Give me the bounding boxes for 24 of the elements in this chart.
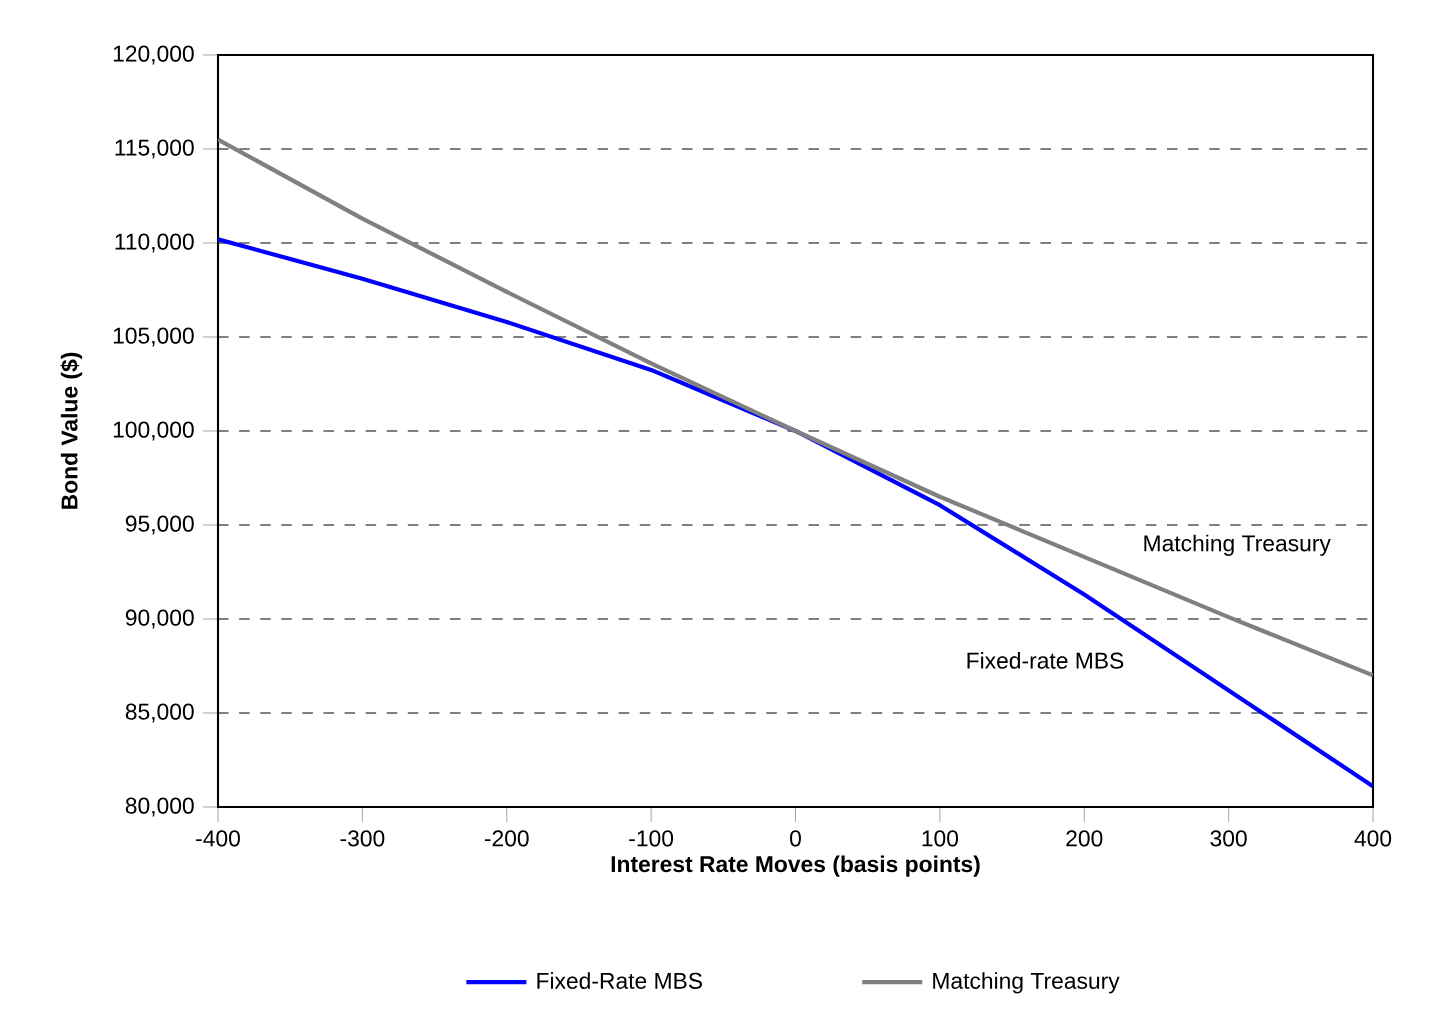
x-tick-label: -200 xyxy=(484,830,529,847)
x-tick-label: 300 xyxy=(1210,830,1247,847)
legend-label: Fixed-Rate MBS xyxy=(537,972,702,989)
y-tick-label: 85,000 xyxy=(125,703,194,723)
x-tick-label: 200 xyxy=(1066,830,1103,847)
y-tick-label: 115,000 xyxy=(115,139,194,159)
annotation: Fixed-rate MBS xyxy=(967,651,1124,669)
x-tick-label: 100 xyxy=(922,830,959,847)
annotation: Matching Treasury xyxy=(1144,534,1331,556)
y-tick-label: 100,000 xyxy=(113,421,194,441)
x-tick-label: -400 xyxy=(196,830,240,847)
y-axis-title: Bond Value ($) xyxy=(60,352,83,509)
y-tick-label: 90,000 xyxy=(125,609,194,629)
y-tick-label: 80,000 xyxy=(125,797,194,817)
y-tick-label: 105,000 xyxy=(113,327,194,347)
x-tick-label: 0 xyxy=(790,830,801,847)
x-axis-title: Interest Rate Moves (basis points) xyxy=(611,855,980,877)
x-tick-label: 400 xyxy=(1354,830,1392,847)
y-tick-label: 120,000 xyxy=(113,45,194,65)
y-tick-label: 110,000 xyxy=(115,233,194,253)
x-tick-label: -300 xyxy=(340,830,385,847)
y-tick-label: 95,000 xyxy=(125,515,194,535)
x-tick-label: -100 xyxy=(629,830,674,847)
legend-label: Matching Treasury xyxy=(933,972,1120,994)
